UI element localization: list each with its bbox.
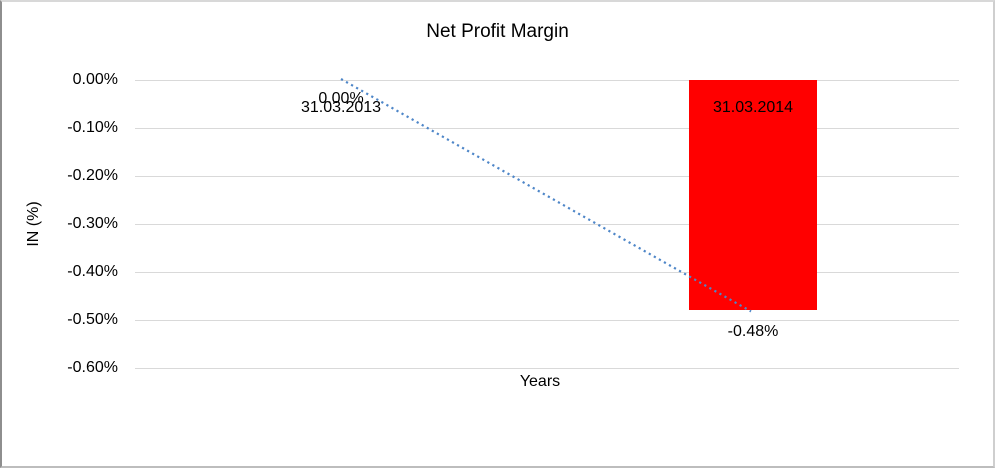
x-axis-title: Years [519, 373, 561, 390]
y-tick-label: -0.40% [67, 263, 118, 280]
gridline [135, 128, 959, 129]
chart-title: Net Profit Margin [426, 21, 569, 42]
gridline [135, 176, 959, 177]
gridline [135, 320, 959, 321]
y-tick-label: 0.00% [72, 71, 118, 88]
y-tick-label: -0.10% [67, 119, 118, 136]
y-tick-label: -0.60% [67, 359, 118, 376]
y-tick-label: -0.20% [67, 167, 118, 184]
y-tick-label: -0.30% [67, 215, 118, 232]
gridline [135, 272, 959, 273]
bar [689, 80, 817, 310]
y-tick-label: -0.50% [67, 311, 118, 328]
gridline [135, 80, 959, 81]
data-label: -0.48% [727, 323, 779, 340]
category-label: 31.03.2013 [300, 99, 382, 116]
gridline [135, 224, 959, 225]
data-label: 0.00% [318, 90, 364, 107]
gridline [135, 368, 959, 369]
category-label: 31.03.2014 [712, 99, 794, 116]
